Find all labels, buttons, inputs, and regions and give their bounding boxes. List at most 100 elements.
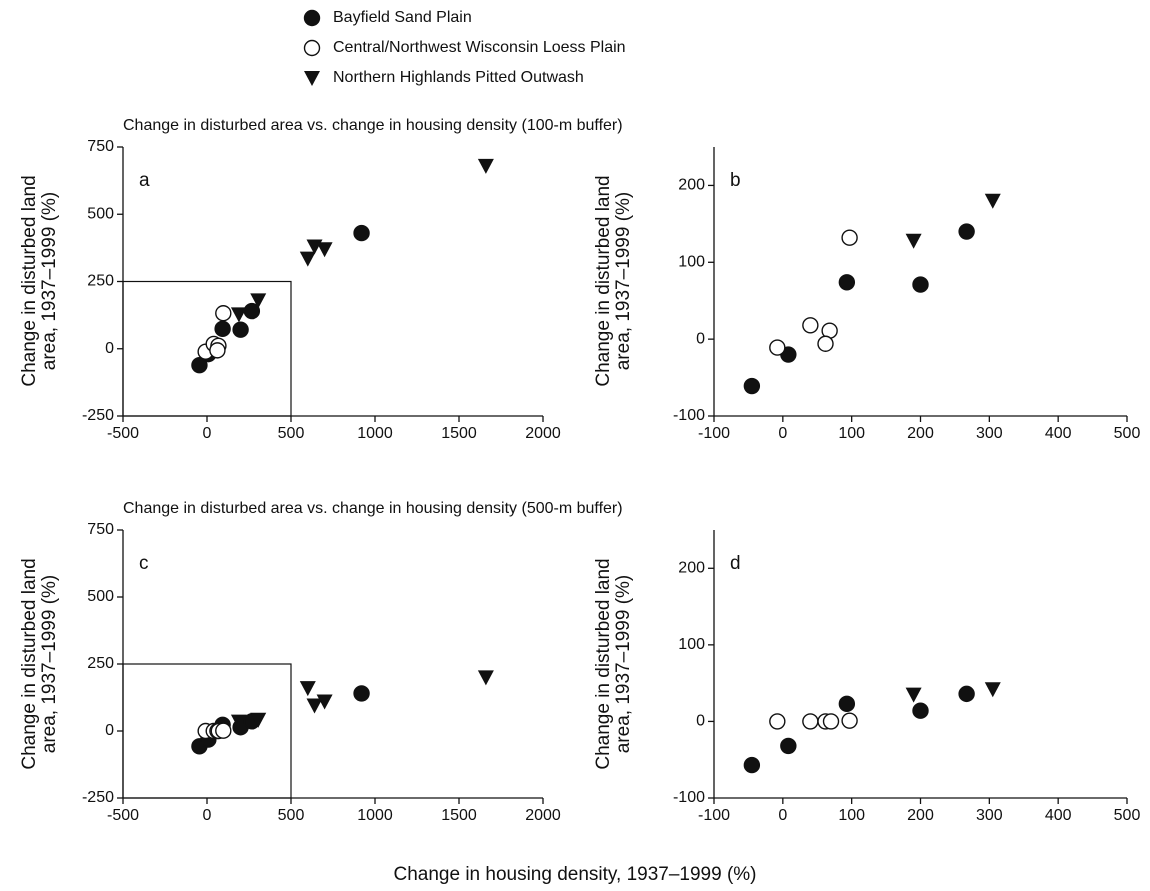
y-tick-label: -250	[82, 789, 114, 806]
marker-open-circle	[215, 305, 232, 322]
y-tick-label: 250	[87, 273, 114, 290]
y-axis-label: area, 1937–1999 (%)	[39, 575, 60, 754]
x-tick-label: 500	[1114, 425, 1141, 442]
x-tick-label: 0	[203, 807, 212, 824]
marker-triangle	[299, 681, 316, 697]
x-tick-label: 500	[278, 807, 305, 824]
legend-label: Central/Northwest Wisconsin Loess Plain	[333, 39, 626, 56]
x-tick-label: 1000	[357, 425, 393, 442]
marker-triangle	[250, 712, 267, 728]
y-tick-label: -100	[673, 789, 705, 806]
x-tick-label: 500	[1114, 807, 1141, 824]
y-tick-label: 0	[696, 713, 705, 730]
inset-box	[122, 280, 292, 417]
marker-filled-circle	[743, 756, 761, 774]
marker-triangle	[250, 293, 267, 309]
marker-filled-circle	[353, 224, 370, 242]
y-tick-label: 500	[87, 205, 114, 222]
marker-filled-circle	[303, 9, 321, 27]
x-tick-label: 200	[907, 807, 934, 824]
x-tick-label: 2000	[525, 807, 561, 824]
y-tick-label: 100	[678, 254, 705, 271]
marker-triangle	[905, 233, 922, 249]
x-tick-label: -100	[698, 807, 730, 824]
y-tick-label: 200	[678, 177, 705, 194]
marker-triangle	[316, 242, 333, 258]
x-tick-label: 1500	[441, 807, 477, 824]
marker-open-circle	[769, 713, 786, 730]
marker-filled-circle	[232, 321, 249, 338]
y-axis-label: Change in disturbed land	[593, 558, 614, 769]
x-axis-label: Change in housing density, 1937–1999 (%)	[393, 864, 756, 885]
x-tick-label: -500	[107, 425, 139, 442]
marker-open-circle	[841, 712, 858, 729]
y-tick-label: 200	[678, 560, 705, 577]
marker-filled-circle	[838, 695, 856, 713]
panel-title: Change in disturbed area vs. change in h…	[123, 500, 623, 517]
y-tick-label: 0	[105, 722, 114, 739]
marker-filled-circle	[191, 356, 208, 374]
marker-triangle	[304, 71, 320, 86]
x-tick-label: 200	[907, 425, 934, 442]
x-tick-label: 300	[976, 807, 1003, 824]
legend-label: Bayfield Sand Plain	[333, 9, 472, 26]
marker-open-circle	[802, 317, 819, 334]
inset-box	[122, 663, 292, 799]
marker-open-circle	[802, 713, 819, 730]
y-tick-label: -250	[82, 407, 114, 424]
panel-label: a	[139, 170, 150, 191]
marker-triangle	[299, 251, 316, 267]
y-tick-label: 0	[105, 340, 114, 357]
y-tick-label: 0	[696, 330, 705, 347]
y-axis-label: area, 1937–1999 (%)	[613, 575, 634, 754]
marker-filled-circle	[838, 274, 856, 291]
marker-open-circle	[841, 229, 858, 246]
marker-triangle	[477, 670, 494, 686]
marker-open-circle	[822, 713, 840, 730]
marker-triangle	[306, 698, 323, 714]
marker-triangle	[230, 307, 247, 323]
y-tick-label: 500	[87, 588, 114, 605]
x-tick-label: 100	[838, 425, 865, 442]
y-axis-label: Change in disturbed land	[19, 558, 40, 769]
marker-open-circle	[209, 342, 226, 359]
marker-triangle	[984, 193, 1001, 209]
x-tick-label: 100	[838, 807, 865, 824]
y-tick-label: 750	[87, 521, 114, 538]
y-tick-label: -100	[673, 407, 705, 424]
marker-open-circle	[769, 339, 786, 356]
y-axis-label: area, 1937–1999 (%)	[613, 192, 634, 371]
x-tick-label: 0	[778, 425, 787, 442]
panel-label: c	[139, 553, 149, 574]
marker-filled-circle	[743, 377, 761, 395]
x-tick-label: 400	[1045, 425, 1072, 442]
marker-filled-circle	[958, 223, 975, 240]
marker-triangle	[316, 694, 333, 710]
marker-filled-circle	[214, 320, 231, 338]
panel-title: Change in disturbed area vs. change in h…	[123, 117, 623, 134]
y-tick-label: 100	[678, 636, 705, 653]
y-tick-label: 750	[87, 138, 114, 155]
panel-label: b	[730, 170, 741, 191]
marker-open-circle	[303, 39, 321, 57]
panel-label: d	[730, 553, 741, 574]
marker-triangle	[984, 682, 1001, 698]
x-tick-label: 400	[1045, 807, 1072, 824]
x-tick-label: 500	[278, 425, 305, 442]
x-tick-label: 0	[778, 807, 787, 824]
marker-filled-circle	[780, 737, 797, 755]
y-axis-label: area, 1937–1999 (%)	[39, 192, 60, 371]
x-tick-label: -500	[107, 807, 139, 824]
y-tick-label: 250	[87, 655, 114, 672]
x-tick-label: 2000	[525, 425, 561, 442]
marker-open-circle	[817, 335, 834, 352]
marker-filled-circle	[353, 685, 370, 702]
x-tick-label: -100	[698, 425, 730, 442]
y-axis-label: Change in disturbed land	[19, 175, 40, 386]
y-axis-label: Change in disturbed land	[593, 175, 614, 386]
x-tick-label: 300	[976, 425, 1003, 442]
x-tick-label: 1500	[441, 425, 477, 442]
marker-triangle	[477, 158, 494, 174]
marker-triangle	[905, 687, 922, 703]
